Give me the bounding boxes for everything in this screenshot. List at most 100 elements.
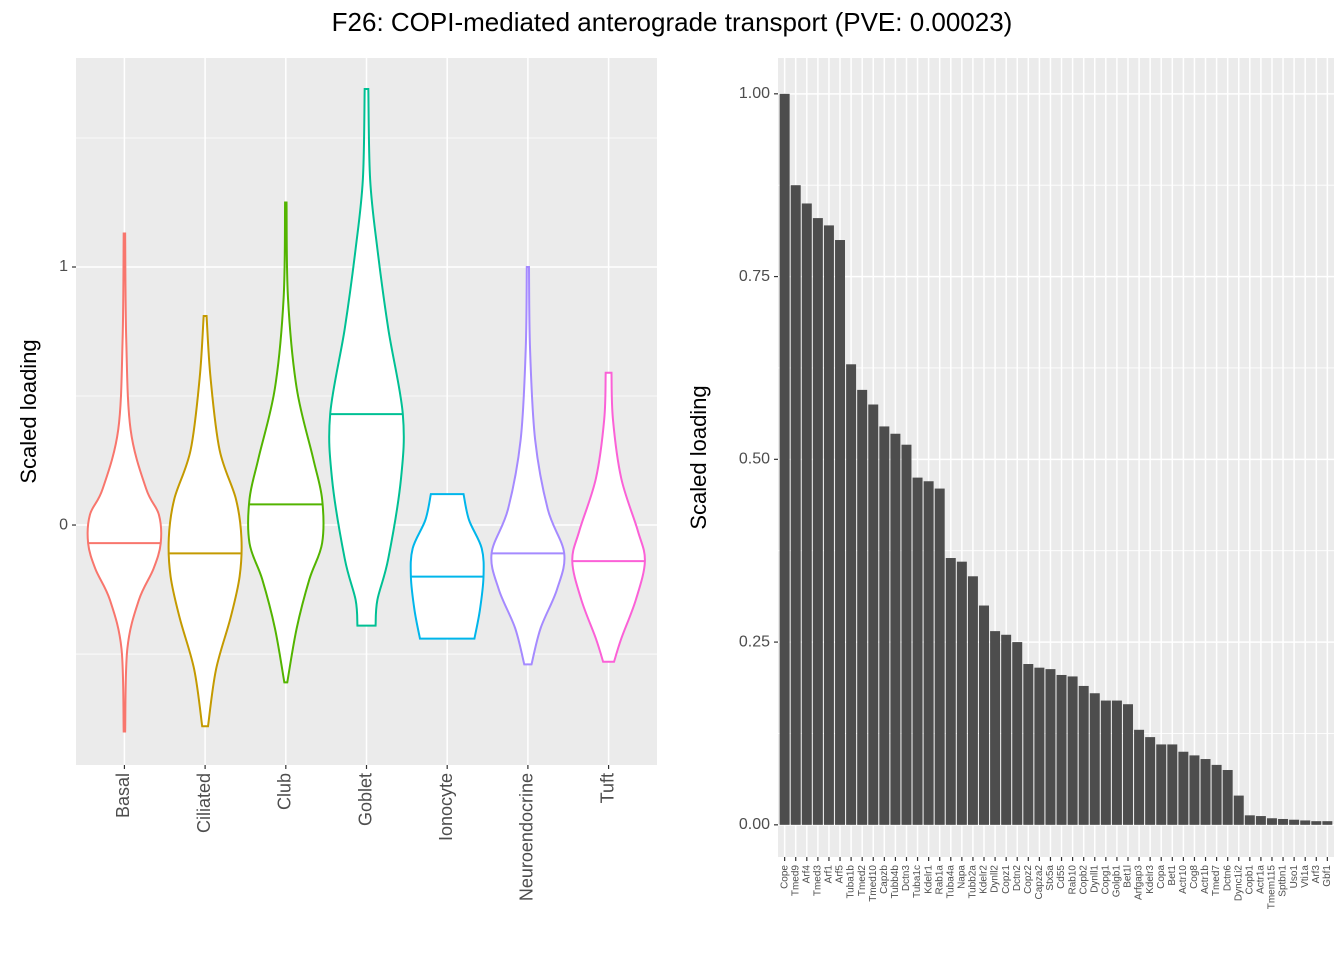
bar [1100,700,1111,825]
bar [1255,816,1266,825]
bar [912,477,923,825]
x-tick-label: Copz2 [1023,865,1034,894]
bar [1266,818,1277,825]
bar [990,631,1001,825]
x-tick-label: Dynll1 [1089,865,1100,893]
x-tick-label: Arf3 [1311,865,1322,884]
bar [1167,744,1178,825]
x-tick-label: Capza2 [1034,865,1045,900]
x-tick-label: Cope [779,865,790,889]
x-tick-label: Tubb4b [890,865,901,899]
x-tick-label: Rab10 [1067,865,1078,895]
bar [868,404,879,825]
y-tick-label: 0.00 [739,816,770,833]
x-tick-label: Kdelr3 [1145,865,1156,894]
x-tick-label: Club [275,773,295,810]
y-tick-label: 0.75 [739,268,770,285]
bar [846,364,857,825]
bar [779,93,790,825]
x-tick-label: Stx5a [1045,865,1056,891]
y-tick-label: 0.50 [739,451,770,468]
y-axis-label: Scaled loading [16,339,41,483]
x-tick-label: Tmed2 [857,865,868,897]
x-tick-label: Kdelr2 [979,865,990,894]
x-tick-label: Bet1l [1123,865,1134,888]
bar [979,605,989,825]
x-tick-label: Tmed7 [1211,865,1222,897]
y-tick-label: 0 [59,516,68,533]
x-tick-label: Bet1 [1167,865,1178,886]
violin [490,266,566,666]
violin [86,232,163,733]
bar [1111,700,1122,825]
x-tick-label: Tuft [597,773,617,803]
x-tick-label: Goblet [355,773,375,826]
bar [823,225,834,825]
bar [956,561,967,825]
bar [1156,744,1167,825]
x-tick-label: Arfgap3 [1134,865,1145,900]
x-tick-label: Gbf1 [1322,865,1333,887]
y-axis-label: Scaled loading [686,385,711,529]
bar [835,240,846,825]
x-tick-label: Ionocyte [436,773,456,841]
violin [167,315,243,728]
x-tick-label: Actr1b [1200,865,1211,894]
violin [409,493,485,640]
bar [923,481,934,825]
x-tick-label: Ciliated [194,773,214,833]
bar [967,576,978,825]
x-tick-label: Capzb [879,865,890,894]
x-tick-label: Kdelr1 [923,865,934,894]
x-tick-label: Copg1 [1100,865,1111,895]
bar [901,444,912,825]
violin [328,87,405,627]
x-tick-label: Copa [1156,865,1167,889]
bar [890,433,901,825]
x-tick-label: Arf1 [824,865,835,884]
bar [945,558,956,825]
y-tick-label: 1 [59,258,68,275]
bar [1034,667,1045,825]
x-tick-label: Tuba1b [846,865,857,899]
bar [1322,821,1333,825]
x-tick-label: Copb2 [1078,865,1089,895]
x-tick-label: Actr10 [1178,865,1189,894]
violin [247,201,325,684]
bar [1289,819,1300,825]
bar [1211,764,1222,825]
bar [1089,693,1100,825]
x-tick-label: Copb1 [1244,865,1255,895]
x-tick-label: Neuroendocrine [517,773,537,901]
bar [801,203,812,825]
bar [812,218,823,825]
x-tick-label: Rab1a [934,865,945,895]
x-tick-label: Copz1 [1001,865,1012,894]
bar [1300,820,1311,825]
x-tick-label: Tuba1c [912,865,923,898]
bar [1233,795,1244,825]
bar [1012,642,1023,825]
x-tick-label: Uso1 [1289,865,1300,889]
bar [1278,818,1289,825]
x-tick-label: Dynll2 [990,865,1001,893]
bar [1178,751,1189,825]
x-tick-label: Arf5 [835,865,846,884]
x-tick-label: Vti1a [1300,865,1311,888]
bar [1045,669,1056,825]
bar [1123,704,1133,825]
x-tick-label: Sptbn1 [1278,865,1289,897]
bar [790,185,801,825]
bar [1244,815,1255,825]
bar [934,488,945,825]
x-tick-label: Tuba4a [945,865,956,899]
chart-title: F26: COPI-mediated anterograde transport… [332,7,1013,37]
x-tick-label: Dctn6 [1222,865,1233,892]
x-tick-label: Dctn2 [1012,865,1023,892]
x-tick-label: Dync1i2 [1233,865,1244,902]
y-tick-label: 1.00 [739,85,770,102]
bar [1023,664,1034,825]
bar [1134,729,1145,825]
x-tick-label: Tmed3 [813,865,824,897]
